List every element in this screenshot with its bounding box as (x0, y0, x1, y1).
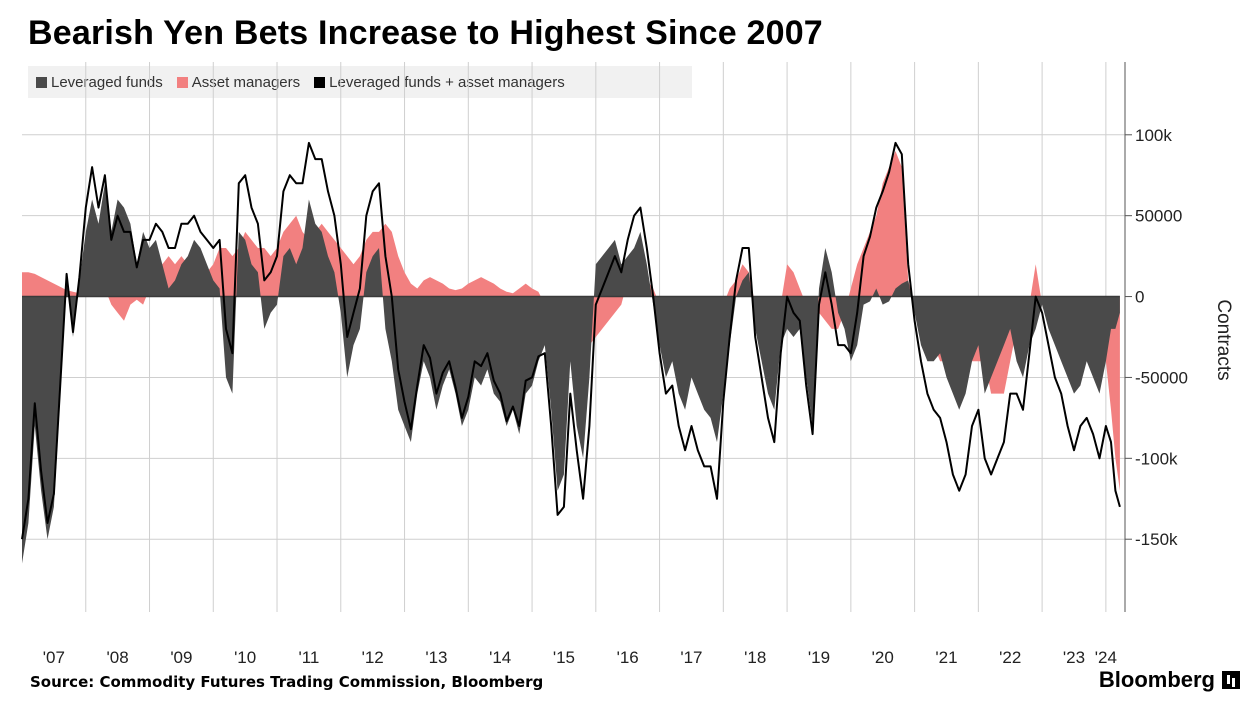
legend-label-asset-managers: Asset managers (191, 73, 301, 91)
x-tick-label: '15 (553, 648, 575, 667)
x-tick-label: '24 (1095, 648, 1117, 667)
x-tick-label: '08 (107, 648, 129, 667)
legend-item-combined: Leveraged funds + asset managers (314, 74, 565, 91)
x-tick-label: '22 (999, 648, 1021, 667)
legend-item-asset-managers: Asset managers (176, 73, 301, 91)
series-area-leveraged-funds (22, 183, 1120, 564)
legend-item-leveraged-funds: Leveraged funds (36, 74, 163, 91)
x-tick-label: '23 (1063, 648, 1085, 667)
x-tick-label: '07 (43, 648, 65, 667)
x-tick-label: '09 (170, 648, 192, 667)
y-tick-label: -50000 (1135, 368, 1188, 387)
source-note: Source: Commodity Futures Trading Commis… (30, 673, 544, 691)
legend-label-combined: Leveraged funds + asset managers (329, 73, 565, 91)
x-tick-label: '10 (234, 648, 256, 667)
y-tick-label: -150k (1135, 530, 1178, 549)
x-tick-label: '12 (362, 648, 384, 667)
legend-swatch-combined (314, 76, 326, 88)
y-tick-label: -100k (1135, 449, 1178, 468)
x-tick-label: '21 (935, 648, 957, 667)
x-tick-label: '18 (744, 648, 766, 667)
chart-title: Bearish Yen Bets Increase to Highest Sin… (28, 14, 823, 52)
x-tick-label: '14 (489, 648, 511, 667)
legend-label-leveraged-funds: Leveraged funds (51, 73, 163, 91)
x-tick-label: '13 (425, 648, 447, 667)
x-tick-label: '17 (680, 648, 702, 667)
legend-swatch-leveraged-funds (36, 76, 47, 88)
brand-logo: Bloomberg (1099, 667, 1240, 693)
brand-name: Bloomberg (1098, 667, 1215, 692)
x-tick-label: '20 (872, 648, 894, 667)
series-line-combined (21, 141, 1121, 540)
x-tick-label: '11 (298, 648, 319, 667)
y-tick-label: 50000 (1135, 207, 1182, 226)
chart-legend: Leveraged funds Asset managers Leveraged… (28, 66, 692, 98)
legend-swatch-asset-managers (176, 76, 188, 88)
x-tick-label: '19 (808, 648, 830, 667)
y-tick-label: 100k (1135, 126, 1172, 145)
bloomberg-terminal-icon (1222, 671, 1240, 689)
y-axis-title: Contracts (1213, 299, 1234, 380)
x-tick-label: '16 (617, 648, 639, 667)
y-tick-label: 0 (1135, 288, 1144, 307)
